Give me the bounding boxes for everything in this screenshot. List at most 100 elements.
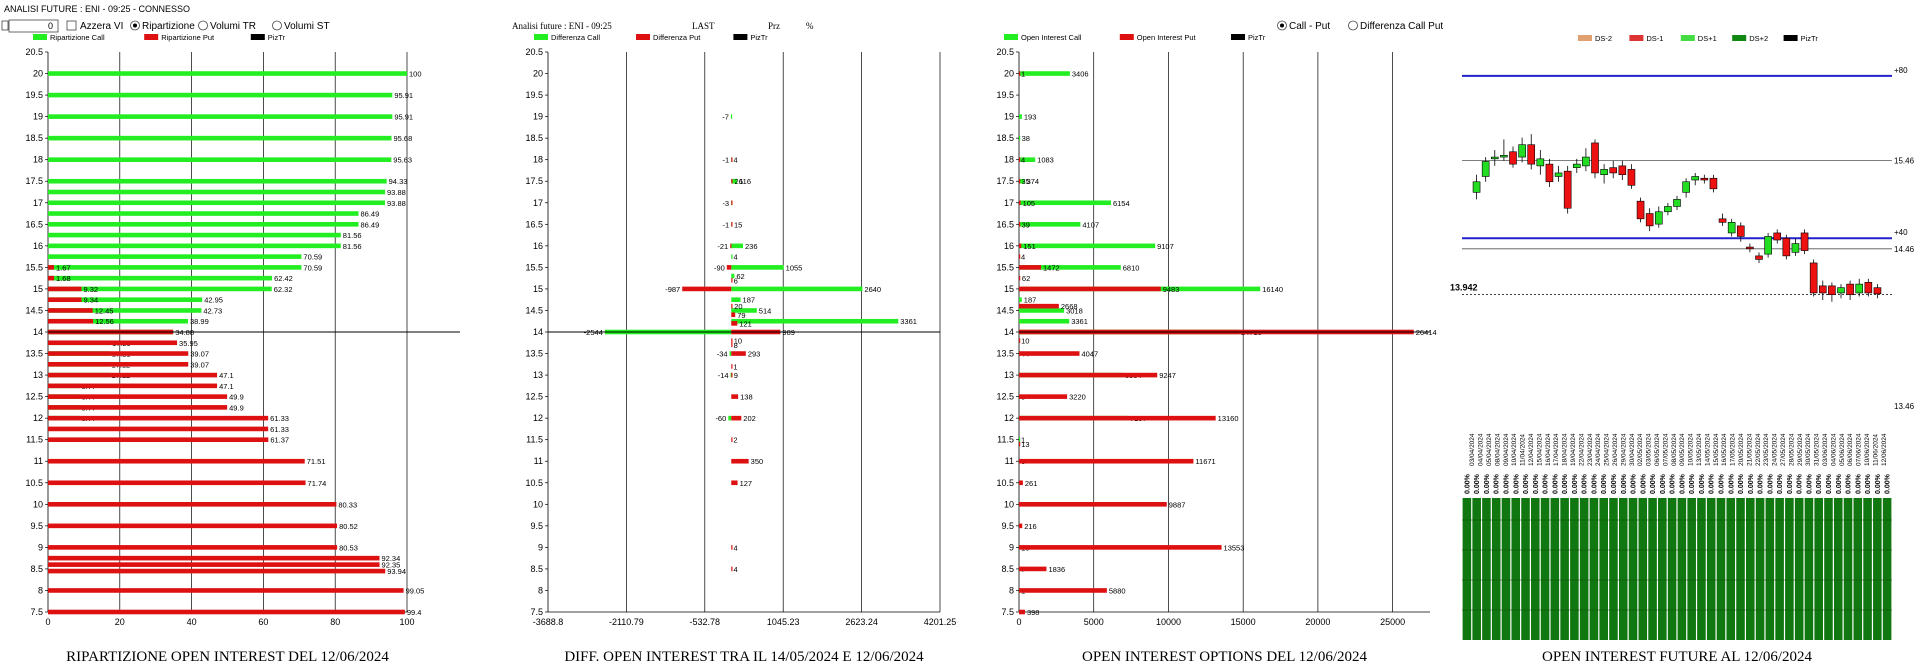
future-level-label: 14.46	[1894, 245, 1915, 254]
differenza-legend-label: Differenza Put	[653, 33, 701, 42]
future-volume-bar	[1794, 498, 1804, 640]
radio-volumi-tr[interactable]	[198, 20, 208, 31]
value-spinner[interactable]	[8, 19, 59, 33]
open_interest-put-bar	[1019, 243, 1022, 249]
differenza-y-tick-label: 9.5	[530, 521, 543, 531]
ripartizione-call-label: 95.63	[393, 156, 412, 165]
differenza-legend-swatch	[636, 34, 650, 40]
future-candle	[1664, 206, 1672, 213]
future-candle	[1600, 169, 1608, 176]
ripartizione-y-tick-label: 12	[33, 413, 43, 423]
future-candle	[1700, 177, 1709, 181]
ripartizione-legend-label: Ripartizione Put	[161, 33, 215, 42]
ripartizione-call-bar	[48, 200, 386, 206]
open_interest-put-label: 4	[1021, 253, 1025, 262]
future-volume-bar	[1531, 498, 1540, 640]
ripartizione-y-tick-label: 16.5	[25, 219, 43, 229]
open_interest-put-label: 2668	[1061, 302, 1078, 311]
future-volume-bar	[1501, 498, 1511, 640]
differenza-y-tick-label: 8.5	[530, 564, 543, 574]
radio-call-put-dot	[1280, 23, 1284, 28]
future-candle	[1500, 154, 1508, 158]
differenza-legend-swatch	[733, 34, 748, 40]
future-candle	[1627, 169, 1636, 186]
future-date-label: 26/04/2024	[1612, 433, 1619, 466]
open_interest-put-bar	[1019, 265, 1041, 270]
future-date-label: 02/05/2024	[1637, 433, 1644, 466]
ripartizione-legend-swatch	[144, 34, 159, 40]
ripartizione-put-bar	[48, 480, 306, 486]
open_interest-y-tick-label: 12.5	[996, 392, 1014, 402]
radio-differenza-call-put[interactable]	[1348, 20, 1358, 31]
differenza-call-bar	[731, 254, 733, 259]
future-date-label: 09/05/2024	[1679, 433, 1686, 466]
open_interest-y-tick-label: 15.5	[996, 262, 1014, 272]
future-pct-label: 0.00%	[1865, 473, 1872, 494]
future-volume-bar	[1482, 498, 1491, 640]
controls-bar: 0 Azzera VI Ripartizione Volumi TR Volum…	[1, 19, 1443, 33]
differenza-y-tick-label: 16.5	[525, 219, 543, 229]
radio-volumi-st[interactable]	[272, 20, 282, 31]
differenza-put-label: 293	[748, 350, 761, 359]
ripartizione-put-bar	[48, 609, 405, 615]
future-candle	[1791, 243, 1800, 253]
open_interest-call-label: 374	[1027, 177, 1040, 186]
future-legend-swatch	[1732, 35, 1747, 41]
open_interest-put-label: 39	[1022, 220, 1030, 229]
future-date-label: 23/05/2024	[1763, 433, 1770, 466]
differenza-call-bar	[731, 265, 784, 270]
future-candle	[1873, 287, 1882, 295]
future-date-label: 03/05/2024	[1646, 433, 1653, 466]
diff-header-prz: Prz	[768, 21, 780, 31]
future-pct-label: 0.00%	[1562, 473, 1569, 494]
future-candle	[1846, 283, 1854, 296]
open_interest-legend-label: Open Interest Call	[1021, 33, 1082, 42]
open_interest-put-bar	[1019, 441, 1021, 447]
future-candle	[1481, 161, 1490, 177]
future-level-label: +80	[1894, 66, 1908, 75]
ripartizione-call-label: 38.99	[190, 317, 209, 326]
future-volume-bar	[1863, 498, 1872, 640]
future-legend-swatch	[1783, 35, 1798, 41]
ripartizione-y-tick-label: 15	[33, 284, 43, 294]
radio-volumi-st-label: Volumi ST	[284, 21, 330, 32]
ripartizione-call-bar	[48, 211, 359, 216]
future-pct-label: 0.00%	[1582, 473, 1589, 494]
future-volume-bar	[1609, 498, 1618, 640]
future-pct-label: 0.00%	[1601, 473, 1608, 494]
future-date-label: 31/05/2024	[1814, 433, 1821, 466]
open_interest-put-bar	[1019, 178, 1021, 184]
differenza-put-bar	[731, 321, 738, 326]
left-checkbox[interactable]	[1, 20, 9, 31]
open_interest-y-tick-label: 8.5	[1001, 564, 1014, 574]
ripartizione-call-label: 95.68	[393, 134, 412, 143]
differenza-call-bar	[731, 318, 899, 324]
future-volume-bar	[1697, 498, 1706, 640]
differenza-call-label: -1	[723, 220, 730, 229]
open_interest-call-label: 3018	[1066, 306, 1083, 315]
ripartizione-call-label: 95.91	[394, 113, 413, 122]
differenza-put-label: 202	[743, 414, 756, 423]
ripartizione-call-label: 93.88	[387, 188, 406, 197]
open_interest-legend-swatch	[1231, 34, 1245, 40]
open_interest-put-label: 26414	[1416, 328, 1437, 337]
ripartizione-put-label: 71.74	[308, 479, 327, 488]
differenza-y-tick-label: 15	[533, 284, 543, 294]
open_interest-call-bar	[1019, 437, 1021, 442]
future-candle	[1691, 176, 1700, 181]
future-volume-bar	[1736, 498, 1745, 640]
differenza-put-label: 4	[733, 156, 737, 165]
differenza-y-tick-label: 10.5	[525, 478, 543, 488]
future-date-label: 15/05/2024	[1713, 433, 1720, 466]
differenza-put-label: -90	[714, 263, 725, 272]
future-candle	[1509, 151, 1517, 165]
future-pct-label: 0.00%	[1523, 473, 1530, 494]
differenza-put-label: 2	[733, 436, 737, 445]
future-candle	[1718, 218, 1727, 223]
ripartizione-y-tick-label: 14	[33, 327, 43, 337]
future-date-label: 23/04/2024	[1587, 433, 1594, 466]
ripartizione-x-tick-label: 0	[45, 617, 50, 627]
future-date-label: 03/04/2024	[1469, 433, 1476, 466]
differenza-call-label: -14	[718, 371, 729, 380]
azzera-checkbox[interactable]	[66, 20, 77, 31]
